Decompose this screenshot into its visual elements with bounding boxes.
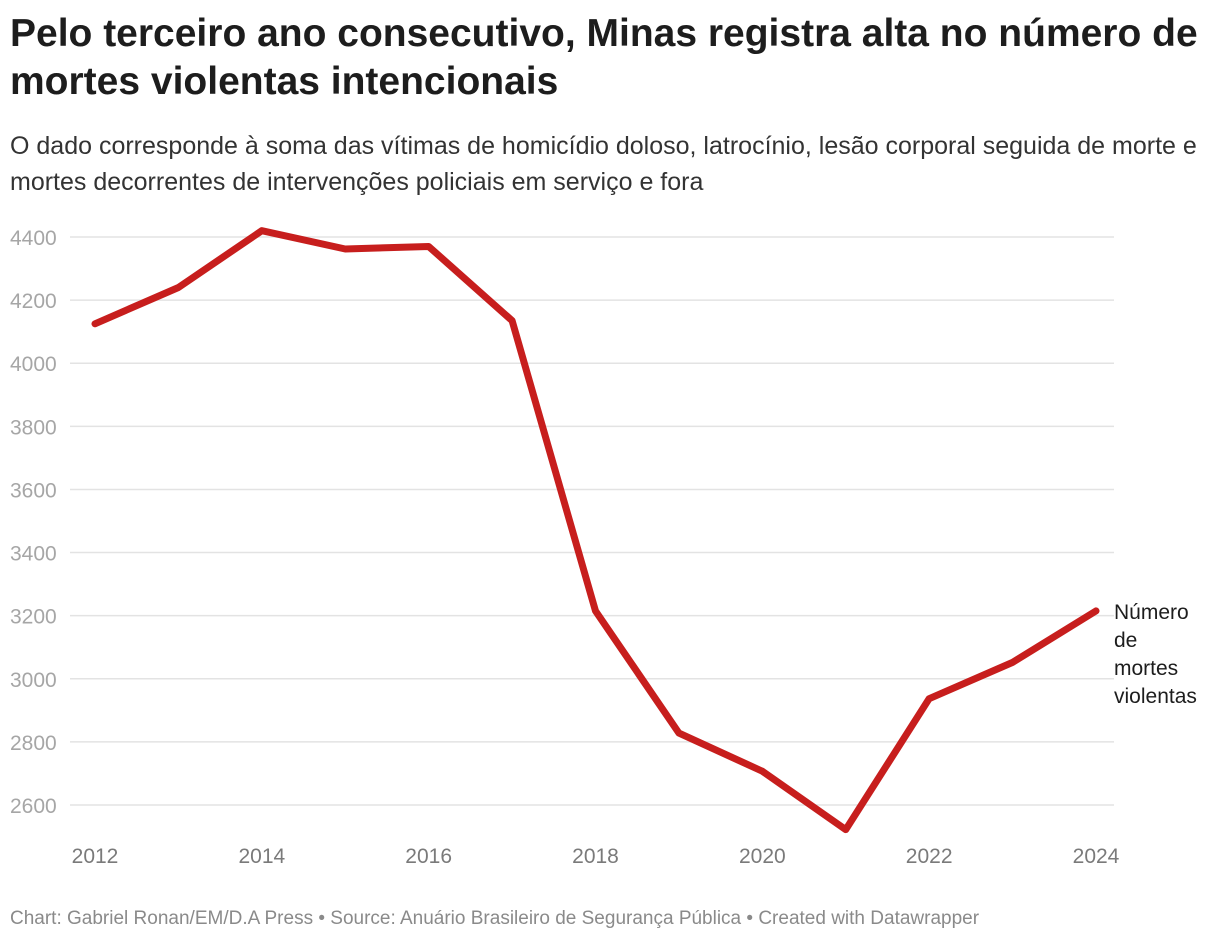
- x-tick-label-2012: 2012: [72, 845, 119, 868]
- y-tick-label-2800: 2800: [10, 732, 57, 755]
- y-tick-label-3000: 3000: [10, 669, 57, 692]
- series-label-group: Número de mortes violentas: [1114, 601, 1197, 708]
- y-tick-label-3200: 3200: [10, 606, 57, 629]
- series-label: Número de mortes violentas: [1114, 601, 1197, 708]
- y-tick-label-3400: 3400: [10, 543, 57, 566]
- grid-layer: [70, 236, 1114, 806]
- x-tick-label-2014: 2014: [238, 845, 285, 868]
- x-tick-label-2024: 2024: [1073, 845, 1120, 868]
- series-label-line: violentas: [1114, 685, 1197, 708]
- series-label-line: de: [1114, 629, 1137, 652]
- series-label-line: mortes: [1114, 657, 1178, 680]
- x-axis: 2012 2014 2016 2018 2020 2022 2024: [72, 845, 1120, 868]
- y-tick-label-2600: 2600: [10, 795, 57, 818]
- y-tick-label-4400: 4400: [10, 227, 57, 250]
- x-tick-label-2022: 2022: [906, 845, 953, 868]
- series-line-mortes-violentas: [91, 227, 1100, 834]
- chart-subtitle: O dado corresponde à soma das vítimas de…: [10, 132, 1197, 196]
- x-tick-label-2016: 2016: [405, 845, 452, 868]
- y-tick-label-4000: 4000: [10, 353, 57, 376]
- series-label-line: Número: [1114, 601, 1189, 624]
- x-tick-label-2018: 2018: [572, 845, 619, 868]
- chart-footer: Chart: Gabriel Ronan/EM/D.A Press • Sour…: [10, 908, 980, 929]
- chart-title: Pelo terceiro ano consecutivo, Minas reg…: [10, 12, 1198, 103]
- y-axis: 2600 2800 3000 3200 3400 3600 3800 4000 4200 4400: [10, 227, 57, 818]
- y-tick-label-4200: 4200: [10, 290, 57, 313]
- y-tick-label-3800: 3800: [10, 416, 57, 439]
- x-tick-label-2020: 2020: [739, 845, 786, 868]
- series-layer: [91, 227, 1100, 834]
- y-tick-label-3600: 3600: [10, 479, 57, 502]
